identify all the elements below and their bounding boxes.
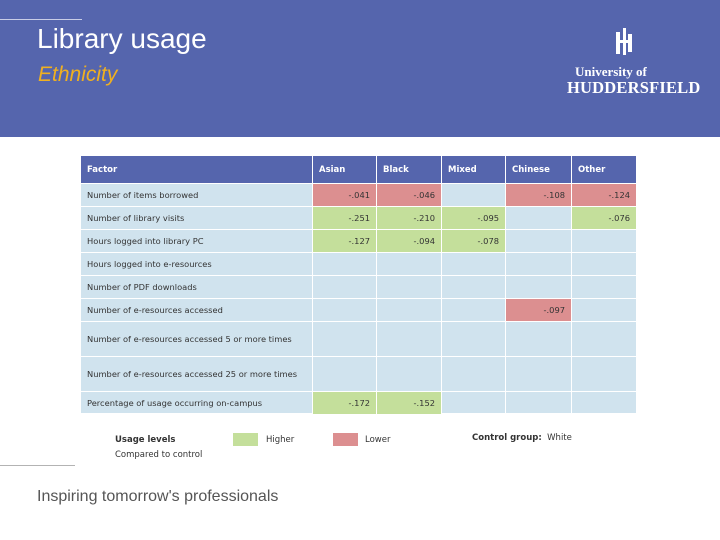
value-cell: -.251: [312, 206, 377, 230]
value-cell: [571, 252, 637, 276]
factor-cell: Number of PDF downloads: [80, 275, 313, 299]
factor-cell: Number of items borrowed: [80, 183, 313, 207]
value-cell: [312, 275, 377, 299]
value-cell: [505, 252, 572, 276]
value-cell: [441, 275, 506, 299]
column-header: Black: [376, 155, 442, 184]
legend-higher-label: Higher: [266, 435, 295, 445]
slide-title: Library usage: [37, 23, 207, 54]
legend-lower-label: Lower: [365, 435, 391, 445]
value-cell: [505, 206, 572, 230]
value-cell: -.108: [505, 183, 572, 207]
value-cell: [441, 183, 506, 207]
value-cell: [312, 298, 377, 322]
footer-rule: [0, 465, 75, 466]
value-cell: -.152: [376, 391, 442, 415]
value-cell: -.095: [441, 206, 506, 230]
column-header: Chinese: [505, 155, 572, 184]
value-cell: [441, 356, 506, 392]
value-cell: [441, 252, 506, 276]
slide-subtitle: Ethnicity: [38, 63, 118, 86]
logo-text-line2: HUDDERSFIELD: [567, 78, 701, 97]
legend-subtext: Compared to control: [115, 450, 203, 460]
factor-cell: Hours logged into library PC: [80, 229, 313, 253]
value-cell: [376, 356, 442, 392]
value-cell: -.127: [312, 229, 377, 253]
table-row: Number of e-resources accessed 25 or mor…: [80, 356, 637, 392]
value-cell: [376, 275, 442, 299]
table-row: Number of library visits -.251 -.210 -.095 -…: [80, 206, 637, 230]
value-cell: [571, 229, 637, 253]
usage-table-container: Factor Asian Black Mixed Chinese Other N…: [80, 155, 637, 415]
legend: Usage levels Compared to control Higher …: [0, 430, 720, 470]
value-cell: [441, 391, 506, 415]
logo-text-line1: University of: [575, 64, 647, 79]
value-cell: [505, 356, 572, 392]
control-group-label: Control group:: [472, 433, 542, 443]
table-body: Number of items borrowed -.041 -.046 -.108-…: [80, 183, 637, 415]
column-header: Asian: [312, 155, 377, 184]
value-cell: [376, 298, 442, 322]
value-cell: [571, 275, 637, 299]
value-cell: -.078: [441, 229, 506, 253]
table-row: Number of e-resources accessed -.097: [80, 298, 637, 322]
university-crest-icon: [616, 28, 632, 55]
table-row: Number of items borrowed -.041 -.046 -.108-…: [80, 183, 637, 207]
value-cell: -.094: [376, 229, 442, 253]
control-group-value: White: [547, 433, 572, 443]
table-row: Hours logged into e-resources: [80, 252, 637, 276]
factor-cell: Percentage of usage occurring on-campus: [80, 391, 313, 415]
column-header: Factor: [80, 155, 313, 184]
table-row: Hours logged into library PC -.127 -.094 -.…: [80, 229, 637, 253]
value-cell: -.124: [571, 183, 637, 207]
value-cell: [571, 321, 637, 357]
factor-cell: Number of e-resources accessed: [80, 298, 313, 322]
value-cell: -.097: [505, 298, 572, 322]
column-header: Other: [571, 155, 637, 184]
table-row: Number of PDF downloads: [80, 275, 637, 299]
value-cell: [376, 321, 442, 357]
lower-swatch: [333, 433, 358, 446]
value-cell: [376, 252, 442, 276]
value-cell: [505, 229, 572, 253]
value-cell: -.172: [312, 391, 377, 415]
factor-cell: Number of e-resources accessed 25 or mor…: [80, 356, 313, 392]
usage-table: Factor Asian Black Mixed Chinese Other N…: [80, 155, 637, 415]
value-cell: -.041: [312, 183, 377, 207]
value-cell: -.210: [376, 206, 442, 230]
header-rule: [0, 19, 82, 20]
footer-tagline: Inspiring tomorrow's professionals: [37, 488, 279, 505]
value-cell: [312, 252, 377, 276]
value-cell: -.046: [376, 183, 442, 207]
value-cell: [571, 298, 637, 322]
value-cell: [505, 321, 572, 357]
table-row: Percentage of usage occurring on-campus -…: [80, 391, 637, 415]
legend-label: Usage levels: [115, 435, 176, 445]
value-cell: [505, 275, 572, 299]
value-cell: [571, 356, 637, 392]
value-cell: [312, 356, 377, 392]
table-header-row: Factor Asian Black Mixed Chinese Other: [80, 155, 637, 184]
control-group-note: Control group: White: [472, 433, 572, 443]
value-cell: [505, 391, 572, 415]
university-logo: University of HUDDERSFIELD: [567, 28, 700, 97]
factor-cell: Hours logged into e-resources: [80, 252, 313, 276]
value-cell: [441, 298, 506, 322]
value-cell: [441, 321, 506, 357]
factor-cell: Number of library visits: [80, 206, 313, 230]
value-cell: [571, 391, 637, 415]
header-banner: Library usage Ethnicity University of HU…: [0, 0, 720, 137]
column-header: Mixed: [441, 155, 506, 184]
table-row: Number of e-resources accessed 5 or more…: [80, 321, 637, 357]
value-cell: [312, 321, 377, 357]
factor-cell: Number of e-resources accessed 5 or more…: [80, 321, 313, 357]
higher-swatch: [233, 433, 258, 446]
value-cell: -.076: [571, 206, 637, 230]
